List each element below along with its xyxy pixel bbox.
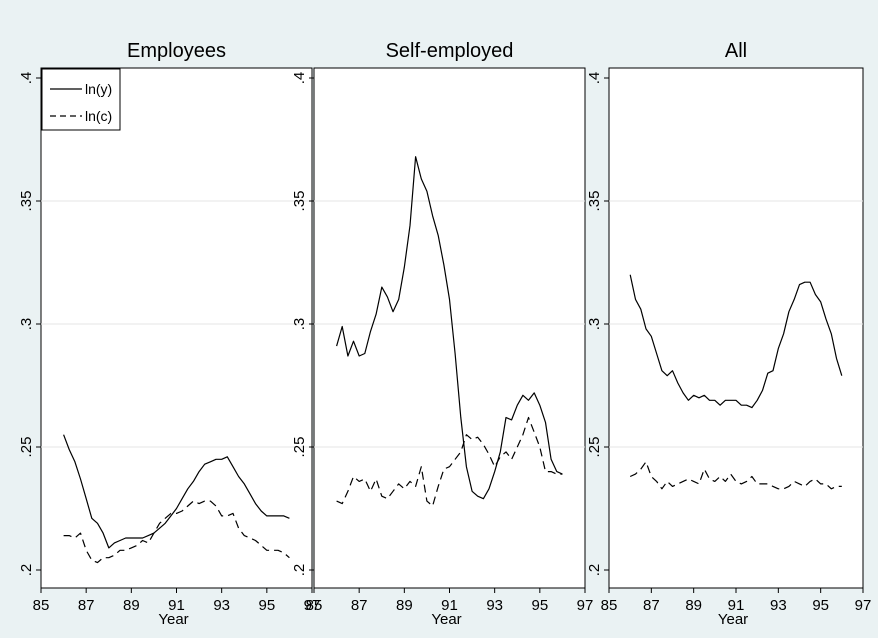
- y-tick-label: .2: [18, 564, 35, 577]
- y-tick-label: .35: [586, 191, 603, 212]
- panel-2: All .2 .25 .3 .35 .4 85 87 89 91 93 95 97 Year: [586, 40, 871, 628]
- y-tick-label: .3: [586, 318, 603, 331]
- y-tick-label: .4: [291, 72, 308, 85]
- y-tick-label: .35: [291, 191, 308, 212]
- x-tick-label: 91: [168, 597, 185, 614]
- series-line-dashed: [629, 461, 842, 490]
- x-tick-label: 85: [306, 597, 323, 614]
- panel-title: Employees: [127, 40, 226, 62]
- series-line-solid: [629, 274, 843, 409]
- x-tick-label: 89: [396, 597, 413, 614]
- x-tick-label: 87: [643, 597, 660, 614]
- y-tick-label: .35: [18, 191, 35, 212]
- y-tick-label: .4: [586, 72, 603, 85]
- legend: ln(y) ln(c): [41, 68, 121, 131]
- x-tick-label: 89: [123, 597, 140, 614]
- x-tick-label: 97: [577, 597, 594, 614]
- x-tick-label: 97: [304, 597, 321, 614]
- legend-label: ln(c): [85, 108, 112, 124]
- series-line-solid: [336, 156, 563, 500]
- y-tick-label: .2: [586, 564, 603, 577]
- panel-1: Self-employed .2 .25 .3 .35 .4 85 87 89 91 93 95 97 Y…: [291, 40, 593, 628]
- x-tick-label: 93: [770, 597, 787, 614]
- x-tick-label: 87: [78, 597, 95, 614]
- x-tick-label: 89: [685, 597, 702, 614]
- legend-box: [41, 68, 121, 131]
- y-tick-label: .3: [291, 318, 308, 331]
- x-tick-label: 95: [812, 597, 829, 614]
- x-tick-label: 97: [855, 597, 872, 614]
- plot-area: [40, 67, 313, 589]
- panel-0: Employees .2 .25 .3 .35 .4 85 87 89 91 93 95 97 Year l…: [18, 40, 320, 628]
- x-tick-label: 95: [258, 597, 275, 614]
- panel-title: Self-employed: [386, 40, 514, 62]
- x-axis-label: Year: [158, 611, 188, 628]
- x-tick-label: 93: [486, 597, 503, 614]
- y-tick-label: .25: [291, 437, 308, 458]
- legend-label: ln(y): [85, 81, 112, 97]
- x-tick-label: 91: [728, 597, 745, 614]
- x-tick-label: 85: [601, 597, 618, 614]
- panel-title: All: [725, 40, 747, 62]
- y-tick-label: .3: [18, 318, 35, 331]
- series-line-dashed: [63, 500, 290, 564]
- plot-area: [313, 67, 586, 589]
- y-tick-label: .25: [18, 437, 35, 458]
- y-tick-label: .2: [291, 564, 308, 577]
- series-line-dashed: [336, 416, 563, 507]
- series-line-solid: [63, 434, 290, 549]
- y-tick-label: .4: [18, 72, 35, 85]
- x-axis-label: Year: [718, 611, 748, 628]
- x-tick-label: 85: [33, 597, 50, 614]
- x-axis-label: Year: [431, 611, 461, 628]
- x-tick-label: 93: [213, 597, 230, 614]
- x-tick-label: 95: [531, 597, 548, 614]
- x-tick-label: 91: [441, 597, 458, 614]
- y-tick-label: .25: [586, 437, 603, 458]
- plot-area: [608, 67, 864, 589]
- x-tick-label: 87: [351, 597, 368, 614]
